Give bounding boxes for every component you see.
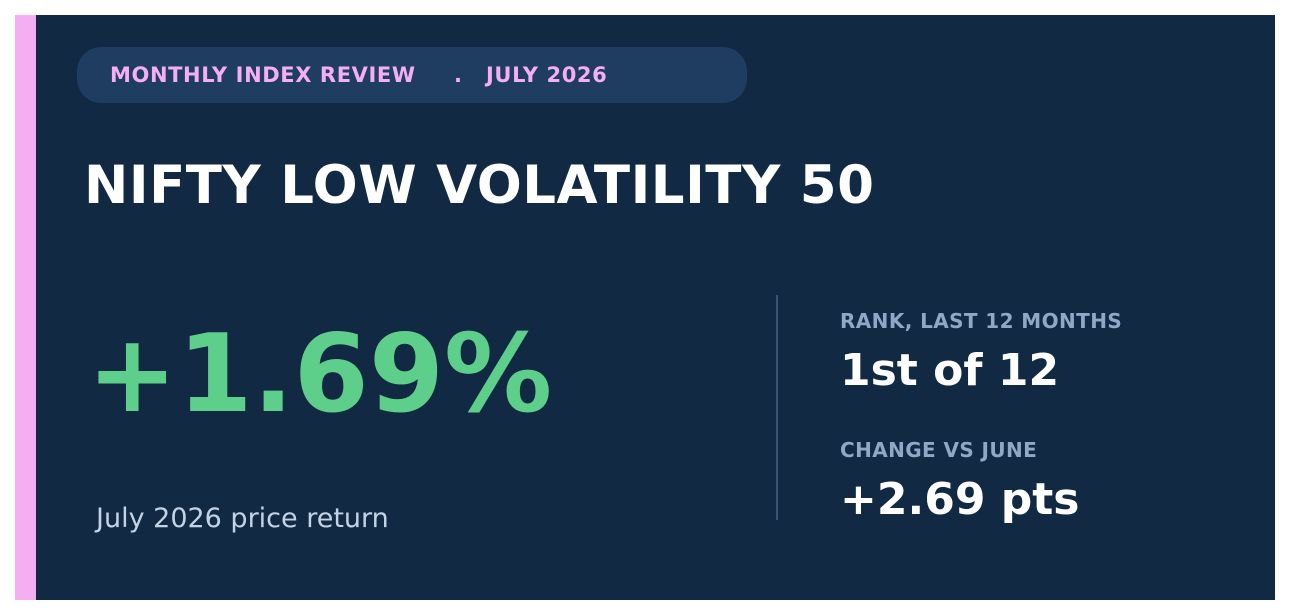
index-review-card: MONTHLY INDEX REVIEW . JULY 2026 NIFTY L… <box>15 15 1275 600</box>
change-value: +2.69 pts <box>840 474 1080 525</box>
headline-return-value: +1.69% <box>87 312 553 437</box>
header-pill <box>77 47 747 103</box>
rank-label: RANK, LAST 12 MONTHS <box>840 309 1123 333</box>
rank-value: 1st of 12 <box>840 345 1060 396</box>
index-title: NIFTY LOW VOLATILITY 50 <box>84 155 875 216</box>
review-period: JULY 2026 <box>486 63 608 87</box>
accent-bar <box>15 15 36 600</box>
change-label: CHANGE VS JUNE <box>840 438 1038 462</box>
review-label: MONTHLY INDEX REVIEW <box>110 63 416 87</box>
headline-return-caption: July 2026 price return <box>96 503 389 534</box>
vertical-divider <box>776 295 778 520</box>
header-separator: . <box>454 63 463 87</box>
